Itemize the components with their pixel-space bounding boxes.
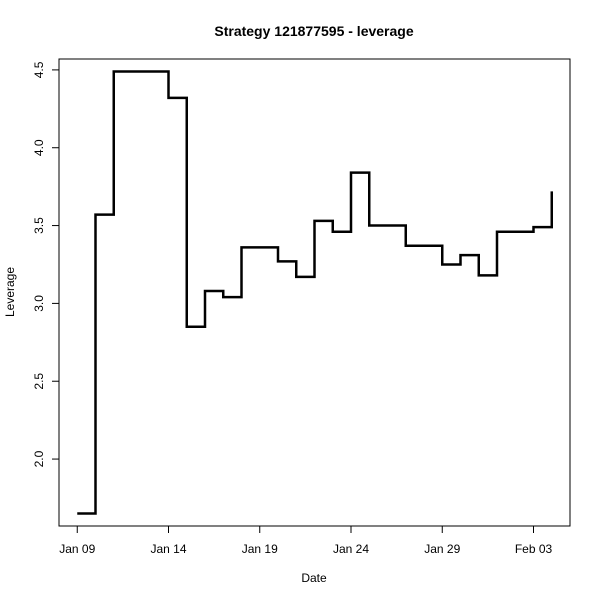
- leverage-series-line: [77, 70, 553, 515]
- x-tick-label: Jan 24: [333, 542, 369, 556]
- y-tick-label: 2.5: [32, 373, 46, 390]
- y-axis: 2.0 2.5 3.0 3.5 4.0 4.5: [32, 61, 60, 467]
- y-tick-label: 3.5: [32, 217, 46, 234]
- chart-title: Strategy 121877595 - leverage: [214, 23, 413, 39]
- y-axis-label: Leverage: [3, 267, 17, 317]
- x-axis-label: Date: [301, 571, 327, 585]
- y-tick-label: 3.0: [32, 295, 46, 312]
- x-tick-label: Jan 09: [59, 542, 95, 556]
- y-tick-label: 4.5: [32, 61, 46, 78]
- y-tick-label: 2.0: [32, 450, 46, 467]
- x-tick-label: Jan 14: [150, 542, 186, 556]
- x-tick-label: Feb 03: [515, 542, 553, 556]
- x-axis: Jan 09 Jan 14 Jan 19 Jan 24 Jan 29 Feb 03: [59, 525, 553, 556]
- x-tick-label: Jan 19: [242, 542, 278, 556]
- x-tick-label: Jan 29: [424, 542, 460, 556]
- y-tick-label: 4.0: [32, 139, 46, 156]
